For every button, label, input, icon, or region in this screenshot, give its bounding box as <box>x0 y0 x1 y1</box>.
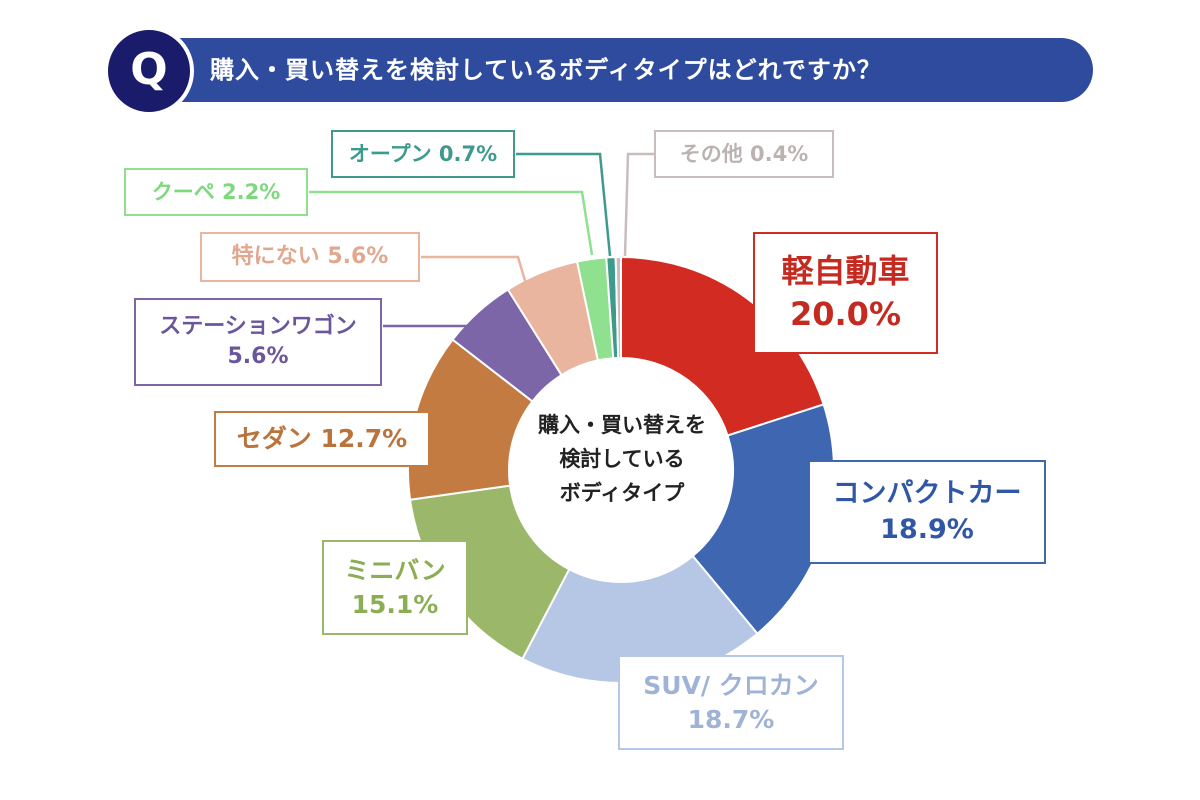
slice-label: クーペ <box>151 180 215 204</box>
slice-value: 0.7% <box>438 142 498 166</box>
slice-value: 18.7% <box>687 704 775 734</box>
slice-label: オープン <box>348 142 432 166</box>
callout-box: その他 0.4% <box>654 130 834 178</box>
callout-box: セダン 12.7% <box>214 411 430 467</box>
slice-label: SUV/ クロカン <box>643 670 819 700</box>
slice-value: 18.9% <box>880 514 974 545</box>
donut-hole <box>509 358 733 582</box>
slice-value: 15.1% <box>351 589 439 619</box>
center-line: 購入・買い替えを <box>538 413 706 437</box>
leader-line <box>421 255 528 285</box>
slice-label: コンパクトカー <box>832 478 1022 509</box>
center-line: 検討している <box>559 447 685 471</box>
slice-label: 軽自動車 <box>781 252 910 290</box>
leader-line <box>623 152 655 257</box>
callout-box: コンパクトカー 18.9% <box>808 460 1046 564</box>
slice-label: その他 <box>679 142 743 166</box>
leader-line <box>309 190 594 256</box>
slice-label: 特にない <box>231 244 320 269</box>
slice-value: 20.0% <box>789 295 901 333</box>
slice-label: ミニバン <box>344 555 446 585</box>
slice-value: 12.7% <box>320 424 408 453</box>
callout-box: ミニバン 15.1% <box>322 540 468 635</box>
callout-box: オープン 0.7% <box>331 130 515 178</box>
callout-box: 軽自動車 20.0% <box>753 232 938 354</box>
slice-label: セダン <box>236 424 312 453</box>
question-text: 購入・買い替えを検討しているボディタイプはどれですか？ <box>210 56 882 84</box>
slice-label: ステーションワゴン <box>159 314 357 339</box>
slice-value: 5.6% <box>227 344 289 369</box>
center-label: 購入・買い替えを 検討している ボディタイプ <box>517 408 727 510</box>
callout-box: 特にない 5.6% <box>200 232 420 282</box>
callout-box: SUV/ クロカン 18.7% <box>618 655 844 750</box>
slice-value: 0.4% <box>750 142 809 166</box>
q-badge: Q <box>104 26 194 116</box>
question-bar: 購入・買い替えを検討しているボディタイプはどれですか？ <box>118 38 1093 102</box>
callout-box: クーペ 2.2% <box>124 168 308 216</box>
center-line: ボディタイプ <box>559 481 685 505</box>
callout-box: ステーションワゴン 5.6% <box>134 298 382 386</box>
slice-value: 5.6% <box>327 244 389 269</box>
leader-line <box>516 152 612 257</box>
slice-value: 2.2% <box>222 180 281 204</box>
